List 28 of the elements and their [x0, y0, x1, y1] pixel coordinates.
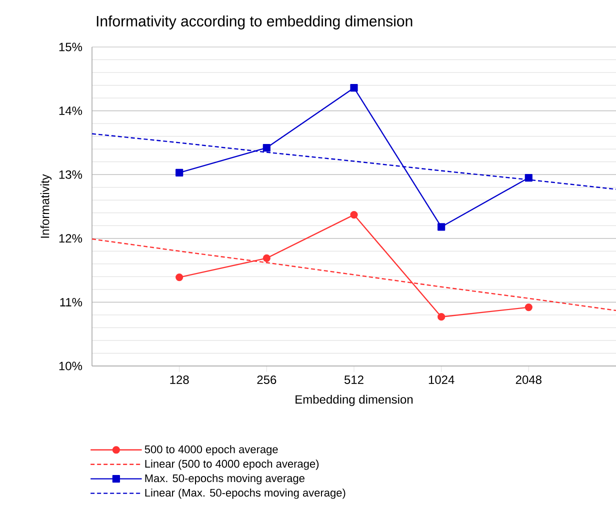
point	[524, 303, 532, 312]
chart-title: Informativity according to embedding dimension	[96, 15, 412, 30]
y-tick-label: 13%	[59, 170, 82, 179]
x-tick-label: 256	[257, 376, 276, 384]
x-tick-label: 128	[170, 376, 189, 384]
x-axis-title: Embedding dimension	[296, 394, 413, 406]
legend-label: Linear (500 to 4000 epoch average)	[145, 460, 319, 470]
point	[176, 274, 184, 282]
point	[350, 210, 358, 219]
point	[262, 144, 270, 152]
legend-label: Max. 50-epochs moving average	[145, 474, 304, 484]
y-tick-label: 12%	[59, 234, 82, 243]
y-tick-label: 15%	[59, 42, 82, 52]
point	[438, 313, 446, 321]
point	[524, 174, 532, 182]
x-tick-label: 2048	[516, 376, 542, 384]
x-tick-label: 512	[344, 376, 364, 384]
point	[438, 223, 446, 231]
point	[262, 254, 270, 262]
y-axis-title: Informativity	[40, 174, 52, 238]
point	[176, 168, 184, 176]
y-tick-label: 10%	[59, 362, 82, 370]
y-tick-label: 11%	[60, 298, 82, 306]
x-tick-label: 1024	[428, 376, 454, 384]
y-tick-label: 14%	[59, 106, 82, 115]
point	[350, 84, 358, 92]
legend-label: 500 to 4000 epoch average	[144, 445, 278, 456]
legend-label: Linear (Max. 50-epochs moving average)	[145, 488, 346, 499]
